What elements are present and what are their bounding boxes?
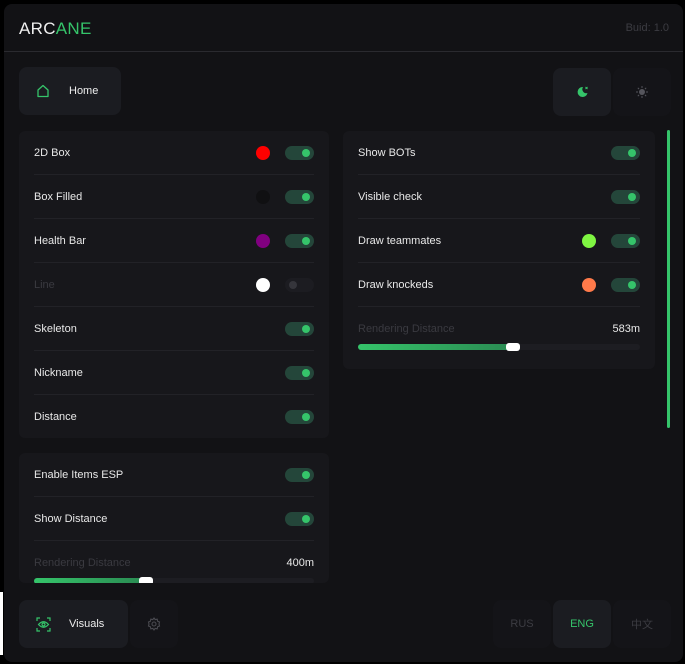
header: ARCANE Buid: 1.0 <box>4 4 683 52</box>
setting-row-draw-knockeds: Draw knockeds <box>358 263 640 307</box>
logo-part1: ARC <box>19 19 56 38</box>
setting-label: Line <box>34 278 55 291</box>
setting-row-draw-teammates: Draw teammates <box>358 219 640 263</box>
lang-eng[interactable]: ENG <box>553 600 611 648</box>
gear-icon <box>147 617 161 631</box>
setting-label: Show Distance <box>34 512 108 525</box>
toggle-switch[interactable] <box>611 233 640 248</box>
lang-zh-label: 中文 <box>631 619 653 631</box>
toggle-switch[interactable] <box>611 189 640 204</box>
setting-row-show-bots: Show BOTs <box>358 131 640 175</box>
toggle-switch[interactable] <box>611 145 640 160</box>
setting-label: Nickname <box>34 366 83 379</box>
slider-handle[interactable] <box>506 343 521 351</box>
dark-theme-button[interactable] <box>553 68 611 116</box>
setting-row-line: Line <box>34 263 314 307</box>
setting-row-skeleton: Skeleton <box>34 307 314 351</box>
toggle-switch[interactable] <box>285 511 314 526</box>
slider-fill <box>34 578 146 583</box>
setting-row-distance: Distance <box>34 395 314 439</box>
light-theme-button[interactable] <box>613 68 671 116</box>
moon-icon <box>577 86 588 97</box>
rendering-distance-value: 400m <box>286 557 314 569</box>
toggle-switch[interactable] <box>285 365 314 380</box>
setting-label: Health Bar <box>34 234 86 247</box>
setting-row-visible-check: Visible check <box>358 175 640 219</box>
setting-label: Visible check <box>358 190 422 203</box>
toggle-switch[interactable] <box>611 277 640 292</box>
rendering-distance-slider[interactable] <box>34 577 314 583</box>
color-picker[interactable] <box>256 233 270 248</box>
home-icon <box>37 84 49 98</box>
rendering-distance-label: Rendering Distance <box>358 323 455 335</box>
rendering-distance-value: 583m <box>612 323 640 335</box>
app-window: ARCANE Buid: 1.0 Home 2D Box Box Filled He… <box>4 4 683 662</box>
setting-row-enable-items-esp: Enable Items ESP <box>34 453 314 497</box>
rendering-distance-label: Rendering Distance <box>34 557 131 569</box>
rendering-distance-slider[interactable] <box>358 343 640 351</box>
toggle-switch[interactable] <box>285 321 314 336</box>
toggle-switch[interactable] <box>285 467 314 482</box>
color-picker[interactable] <box>582 277 596 292</box>
color-picker[interactable] <box>582 233 596 248</box>
rendering-distance-row: Rendering Distance 583m <box>358 307 640 351</box>
toggle-switch[interactable] <box>285 233 314 248</box>
edge-marker <box>0 592 3 655</box>
setting-row-nickname: Nickname <box>34 351 314 395</box>
setting-row-health-bar: Health Bar <box>34 219 314 263</box>
toggle-switch[interactable] <box>285 189 314 204</box>
setting-row-show-distance: Show Distance <box>34 497 314 541</box>
setting-row-2d-box: 2D Box <box>34 131 314 175</box>
setting-label: Show BOTs <box>358 146 416 159</box>
logo: ARCANE <box>19 19 92 39</box>
lang-rus[interactable]: RUS <box>493 600 551 648</box>
logo-part2: ANE <box>55 19 92 38</box>
setting-label: Enable Items ESP <box>34 468 124 481</box>
toggle-switch[interactable] <box>285 410 314 424</box>
color-picker[interactable] <box>256 145 270 160</box>
slider-handle[interactable] <box>139 577 153 583</box>
toggle-switch[interactable] <box>285 277 314 292</box>
color-picker[interactable] <box>256 277 270 292</box>
home-button[interactable]: Home <box>19 67 121 115</box>
color-picker[interactable] <box>256 189 270 204</box>
items-panel: Enable Items ESP Show Distance Rendering D… <box>19 453 329 583</box>
setting-label: Distance <box>34 411 77 423</box>
visuals-tab[interactable]: Visuals <box>19 600 128 648</box>
slider-fill <box>358 344 514 350</box>
settings-tab[interactable] <box>130 600 178 648</box>
bots-panel: Show BOTs Visible check Draw teammates Draw… <box>343 131 655 369</box>
sun-icon <box>636 86 648 98</box>
visuals-label: Visuals <box>69 618 105 630</box>
toggle-switch[interactable] <box>285 145 314 160</box>
rendering-distance-row: Rendering Distance 400m <box>34 541 314 583</box>
home-label: Home <box>69 85 99 97</box>
lang-rus-label: RUS <box>510 618 534 630</box>
setting-label: Draw knockeds <box>358 278 434 291</box>
player-esp-panel: 2D Box Box Filled Health Bar Line Skeleton Ni… <box>19 131 329 438</box>
lang-eng-label: ENG <box>570 618 594 630</box>
setting-label: Skeleton <box>34 322 77 335</box>
setting-label: Draw teammates <box>358 234 442 247</box>
setting-row-box-filled: Box Filled <box>34 175 314 219</box>
eye-scan-icon <box>36 616 51 632</box>
scrollbar[interactable] <box>667 130 670 428</box>
setting-label: Box Filled <box>34 190 83 203</box>
lang-zh[interactable]: 中文 <box>613 600 671 648</box>
build-label: Buid: 1.0 <box>625 22 669 34</box>
setting-label: 2D Box <box>34 146 71 159</box>
